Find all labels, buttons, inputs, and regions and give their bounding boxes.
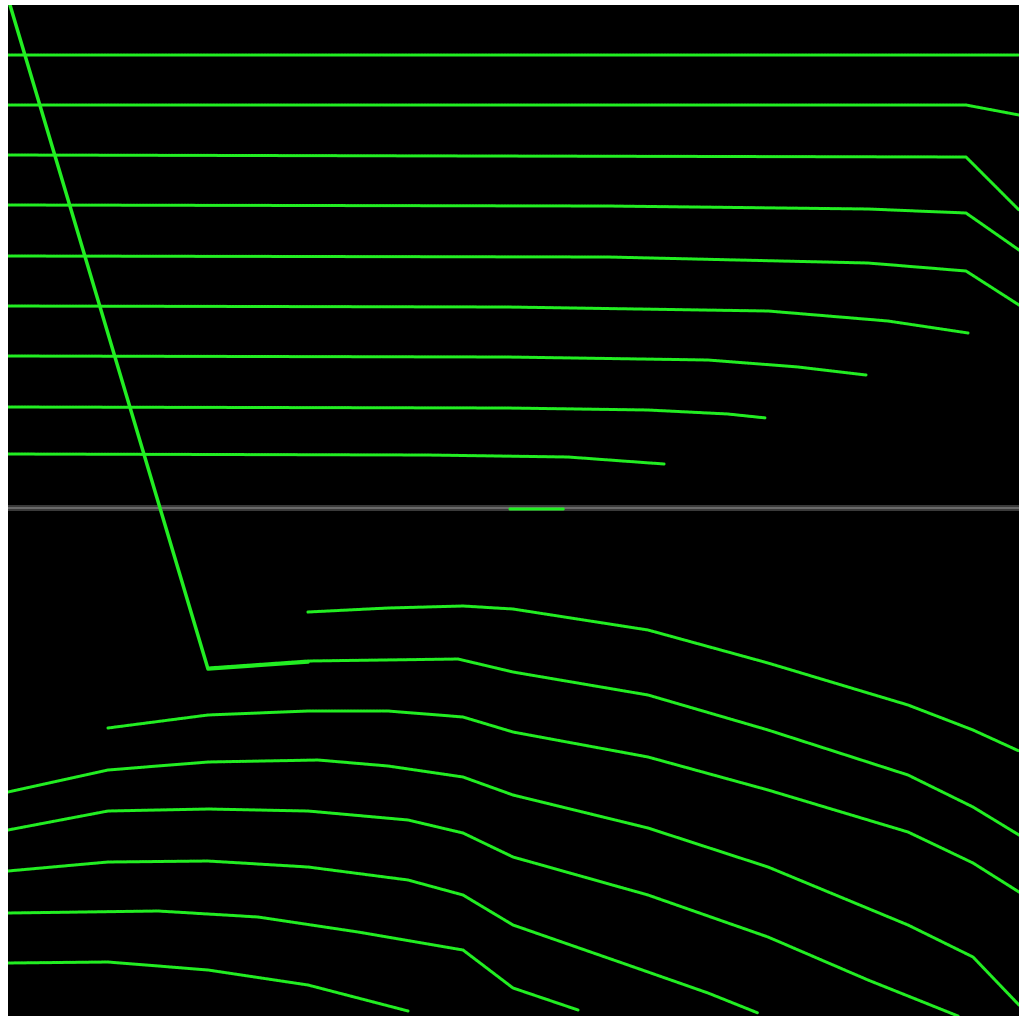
trace-line xyxy=(8,960,410,1013)
trace-line xyxy=(106,709,1019,894)
trace-line xyxy=(8,103,1019,117)
trace-line xyxy=(8,304,970,335)
trace-line xyxy=(8,203,1019,252)
trace-line xyxy=(8,354,868,377)
scan-trace-plot xyxy=(8,5,1019,1016)
trace-line xyxy=(8,758,1019,1007)
trace-group xyxy=(8,5,1019,1016)
diagonal-trace-line xyxy=(8,5,310,671)
trace-line xyxy=(8,859,760,1015)
trace-line xyxy=(206,657,1019,837)
trace-line xyxy=(8,807,960,1016)
scan-canvas xyxy=(8,5,1019,1016)
trace-line xyxy=(8,254,1019,307)
trace-line xyxy=(306,604,1019,753)
trace-line xyxy=(8,909,580,1012)
trace-line xyxy=(8,452,666,466)
trace-line xyxy=(8,153,1019,212)
trace-line xyxy=(8,405,768,420)
